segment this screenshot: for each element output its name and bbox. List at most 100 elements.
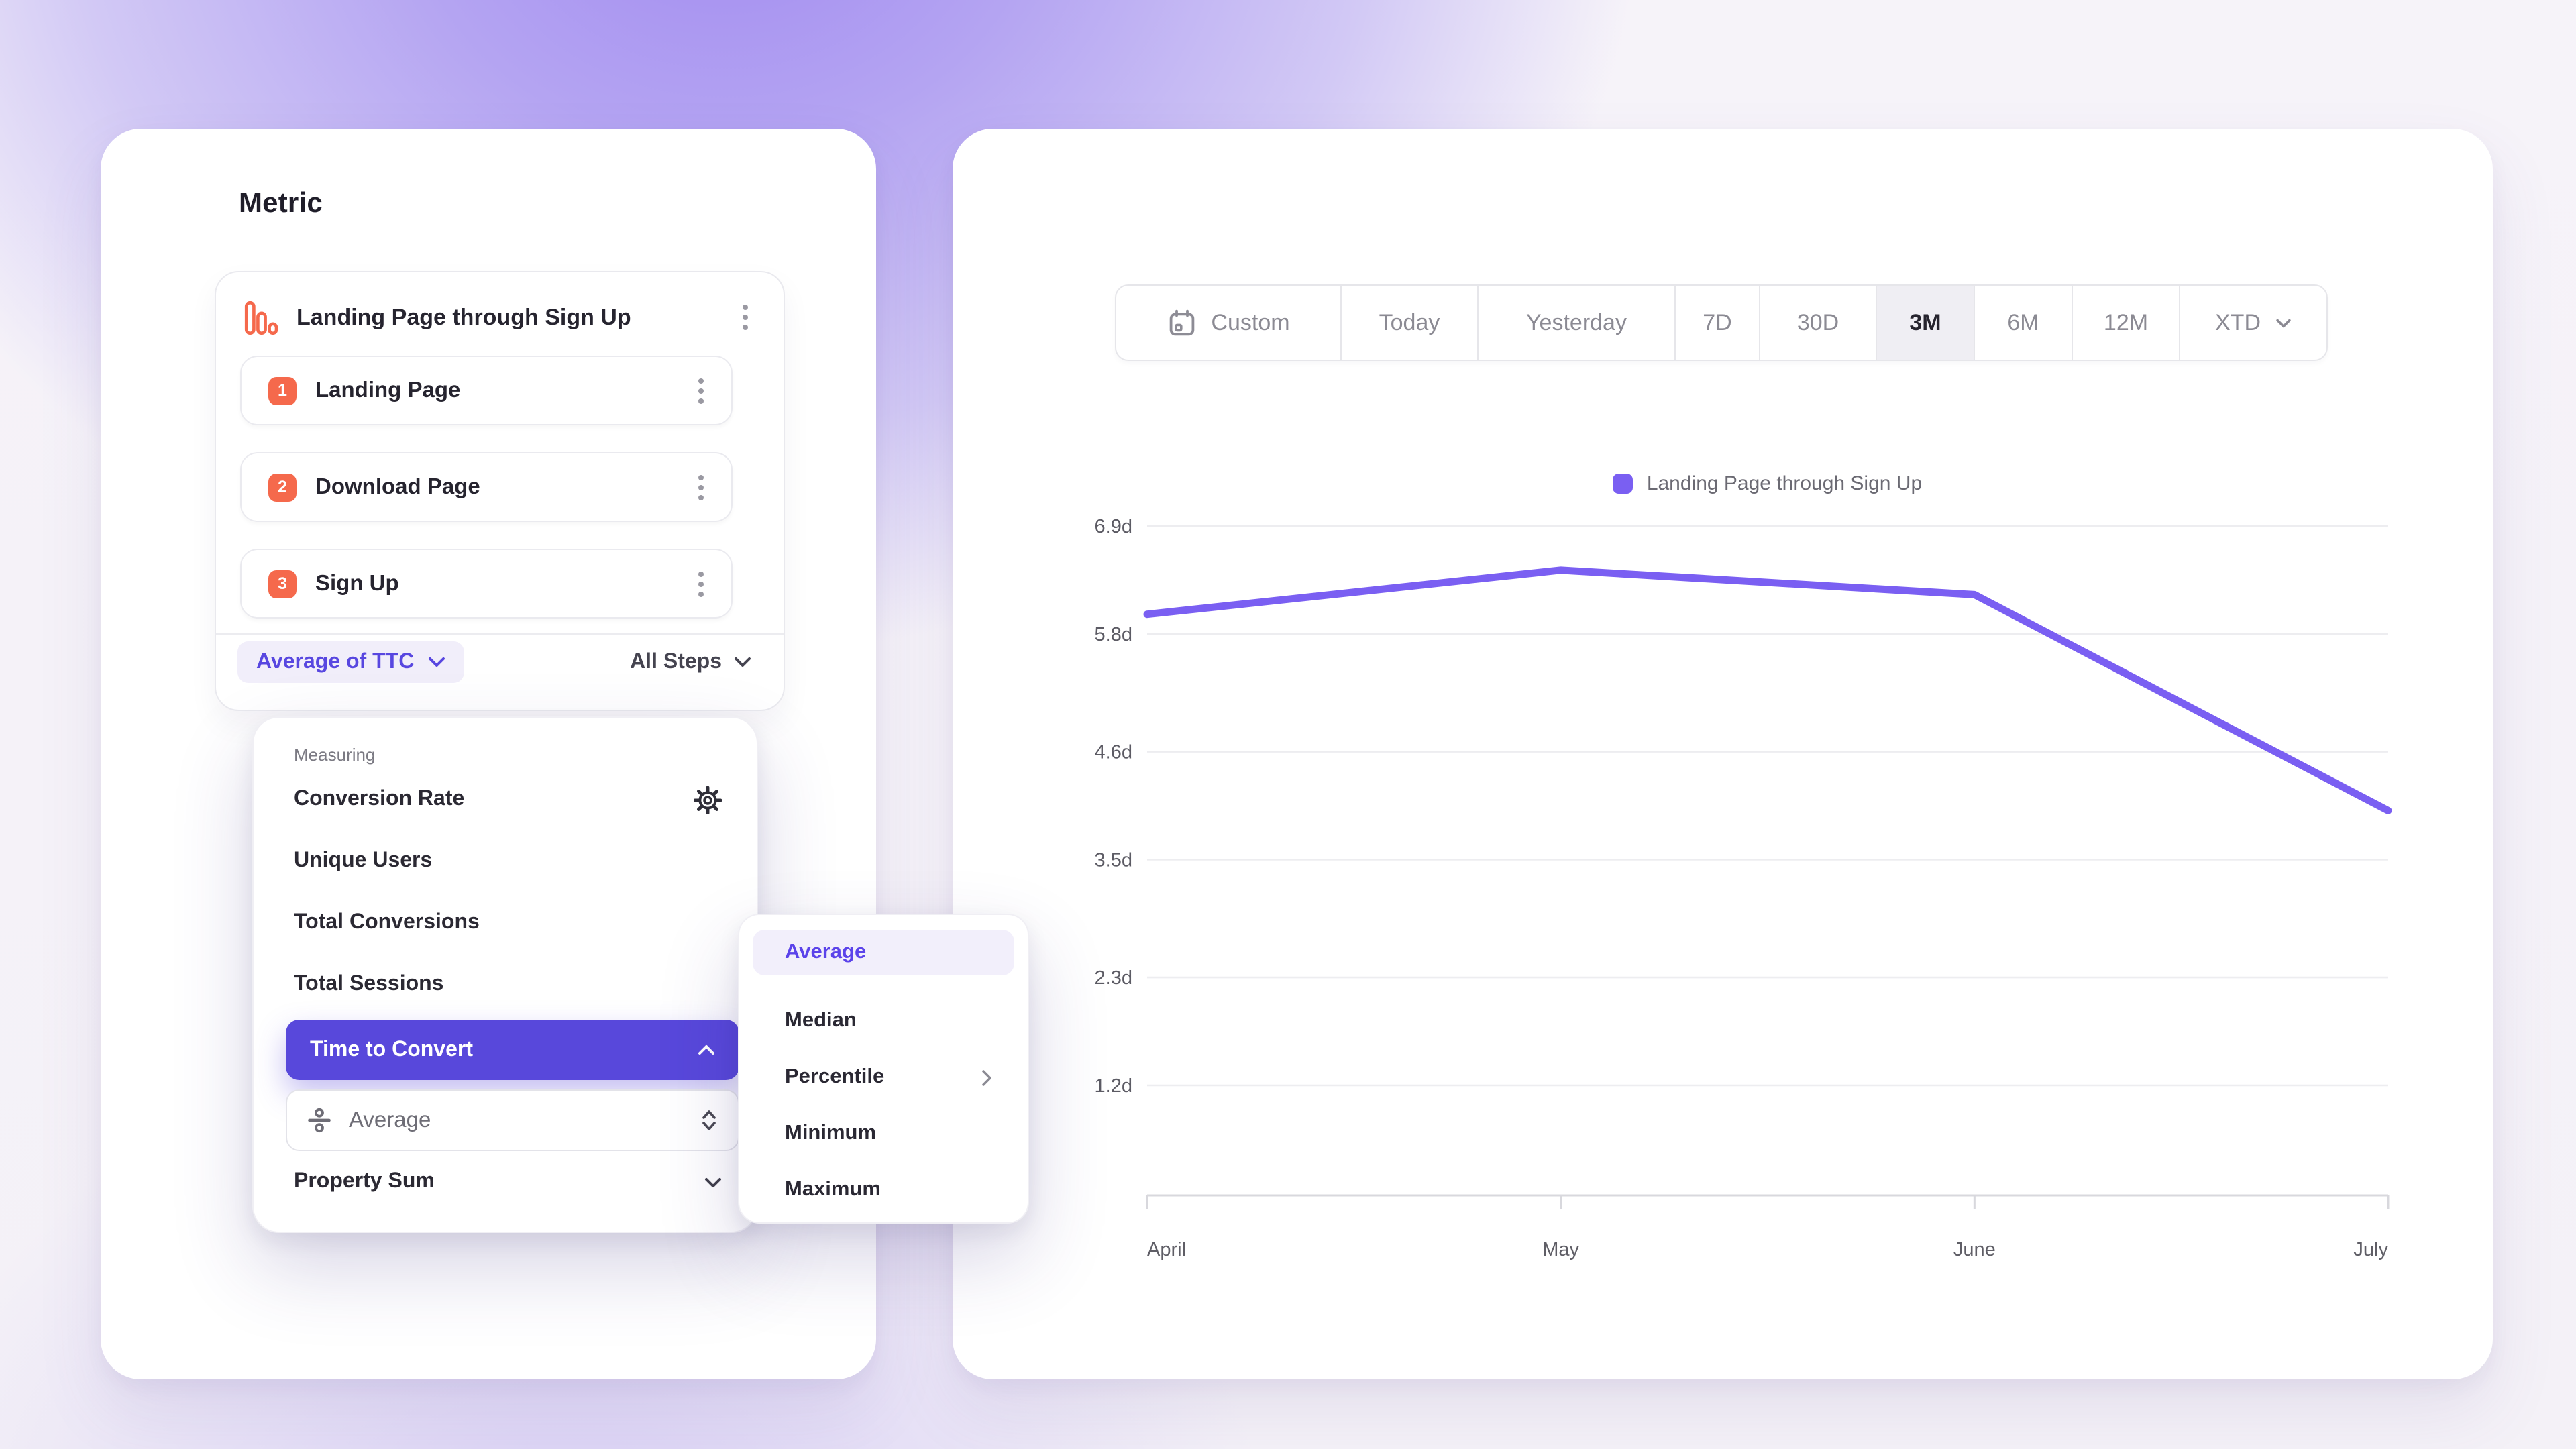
- date-option-label: 6M: [2007, 309, 2039, 335]
- divider: [216, 633, 784, 635]
- chevron-down-icon: [735, 657, 751, 667]
- calendar-icon: [1167, 308, 1196, 337]
- chevron-up-icon: [698, 1044, 715, 1056]
- chevron-down-icon: [704, 1176, 722, 1188]
- date-option-label: XTD: [2215, 309, 2261, 335]
- menu-heading: Measuring: [294, 745, 376, 765]
- kebab-icon: [743, 305, 748, 330]
- menu-item-label: Conversion Rate: [294, 788, 465, 810]
- menu-item-total-conversions[interactable]: Total Conversions: [254, 892, 757, 954]
- svg-text:6.9d: 6.9d: [1095, 516, 1132, 537]
- submenu-item-percentile[interactable]: Percentile: [753, 1049, 1014, 1106]
- date-option-yesterday[interactable]: Yesterday: [1479, 286, 1676, 360]
- menu-item-conversion-rate[interactable]: Conversion Rate: [254, 769, 757, 830]
- date-option-xtd[interactable]: XTD: [2180, 286, 2326, 360]
- bar-chart-icon: [244, 300, 279, 335]
- kebab-icon: [698, 571, 704, 596]
- menu-item-property-sum[interactable]: Property Sum: [254, 1151, 757, 1213]
- svg-text:1.2d: 1.2d: [1095, 1075, 1132, 1097]
- ttc-aggregation-select[interactable]: Average: [286, 1089, 739, 1151]
- date-range-selector: Custom Today Yesterday 7D 30D 3M 6M 12M …: [1115, 284, 2328, 361]
- menu-item-label: Property Sum: [294, 1170, 435, 1193]
- date-option-label: 3M: [1909, 309, 1941, 335]
- date-option-custom[interactable]: Custom: [1116, 286, 1342, 360]
- measuring-menu: Measuring Conversion Rate Unique Users: [252, 716, 758, 1233]
- date-option-label: 12M: [2103, 309, 2149, 335]
- svg-text:4.6d: 4.6d: [1095, 742, 1132, 763]
- submenu-item-label: Median: [785, 1009, 857, 1032]
- chart-panel: Custom Today Yesterday 7D 30D 3M 6M 12M …: [953, 129, 2493, 1379]
- submenu-item-maximum[interactable]: Maximum: [753, 1162, 1014, 1218]
- date-option-label: 30D: [1796, 309, 1839, 335]
- svg-text:July: July: [2353, 1239, 2388, 1260]
- svg-text:2.3d: 2.3d: [1095, 967, 1132, 989]
- submenu-item-label: Maximum: [785, 1178, 881, 1201]
- step-label: Download Page: [315, 474, 480, 498]
- legend-label: Landing Page through Sign Up: [1646, 472, 1923, 495]
- step-menu-button[interactable]: [690, 564, 712, 603]
- steps-scope-dropdown-button[interactable]: All Steps: [630, 650, 751, 674]
- date-option-today[interactable]: Today: [1342, 286, 1479, 360]
- menu-item-label: Unique Users: [294, 849, 433, 872]
- submenu-item-average[interactable]: Average: [753, 930, 1014, 975]
- svg-text:June: June: [1953, 1239, 1996, 1260]
- funnel-header: Landing Page through Sign Up: [216, 272, 784, 337]
- funnel-card: Landing Page through Sign Up 1 Landing P…: [215, 271, 785, 711]
- step-number-badge: 3: [268, 570, 297, 598]
- funnel-steps: 1 Landing Page 2 Download Page: [240, 356, 733, 619]
- step-label: Landing Page: [315, 378, 461, 402]
- funnel-step-1[interactable]: 1 Landing Page: [240, 356, 733, 425]
- chevron-right-icon: [981, 1069, 993, 1086]
- step-menu-button[interactable]: [690, 468, 712, 506]
- gear-icon[interactable]: [694, 786, 722, 814]
- aggregation-value: Average: [349, 1108, 431, 1132]
- menu-item-total-sessions[interactable]: Total Sessions: [254, 954, 757, 1016]
- svg-text:May: May: [1542, 1239, 1579, 1260]
- kebab-icon: [698, 378, 704, 403]
- date-option-6m[interactable]: 6M: [1975, 286, 2073, 360]
- step-number-badge: 1: [268, 376, 297, 405]
- menu-item-unique-users[interactable]: Unique Users: [254, 830, 757, 892]
- funnel-footer: Average of TTC All Steps: [216, 635, 784, 683]
- menu-item-time-to-convert[interactable]: Time to Convert: [286, 1020, 739, 1080]
- divide-icon: [306, 1107, 333, 1134]
- submenu-item-label: Average: [785, 941, 867, 963]
- svg-text:5.8d: 5.8d: [1095, 624, 1132, 645]
- svg-text:April: April: [1147, 1239, 1186, 1260]
- date-option-label: Today: [1379, 309, 1440, 335]
- step-number-badge: 2: [268, 473, 297, 501]
- date-option-label: 7D: [1703, 309, 1732, 335]
- svg-text:3.5d: 3.5d: [1095, 849, 1132, 871]
- date-option-3m[interactable]: 3M: [1877, 286, 1975, 360]
- submenu-item-label: Minimum: [785, 1122, 877, 1144]
- page-title: Metric: [239, 188, 323, 219]
- chevron-down-icon: [2275, 317, 2292, 328]
- measurement-dropdown-button[interactable]: Average of TTC: [237, 641, 464, 683]
- aggregation-submenu: Average Median Percentile Minimum Maximu…: [738, 914, 1029, 1224]
- measurement-label: Average of TTC: [256, 650, 415, 673]
- chevron-up-down-icon: [702, 1110, 716, 1131]
- funnel-step-3[interactable]: 3 Sign Up: [240, 549, 733, 619]
- step-menu-button[interactable]: [690, 371, 712, 410]
- chevron-down-icon: [428, 657, 445, 667]
- date-option-12m[interactable]: 12M: [2073, 286, 2180, 360]
- date-option-30d[interactable]: 30D: [1760, 286, 1877, 360]
- date-option-7d[interactable]: 7D: [1676, 286, 1760, 360]
- menu-item-label: Total Conversions: [294, 911, 480, 934]
- step-label: Sign Up: [315, 571, 399, 595]
- menu-item-label: Time to Convert: [310, 1038, 473, 1061]
- date-option-label: Custom: [1211, 309, 1290, 335]
- funnel-title: Landing Page through Sign Up: [297, 304, 631, 329]
- steps-scope-label: All Steps: [630, 650, 722, 673]
- date-option-label: Yesterday: [1526, 309, 1627, 335]
- kebab-icon: [698, 474, 704, 500]
- submenu-item-median[interactable]: Median: [753, 993, 1014, 1049]
- legend-swatch: [1613, 474, 1633, 494]
- submenu-item-label: Percentile: [785, 1065, 885, 1088]
- funnel-step-2[interactable]: 2 Download Page: [240, 452, 733, 522]
- funnel-menu-button[interactable]: [734, 298, 757, 337]
- submenu-item-minimum[interactable]: Minimum: [753, 1106, 1014, 1162]
- menu-item-label: Total Sessions: [294, 973, 444, 996]
- chart-legend: Landing Page through Sign Up: [1147, 472, 2388, 495]
